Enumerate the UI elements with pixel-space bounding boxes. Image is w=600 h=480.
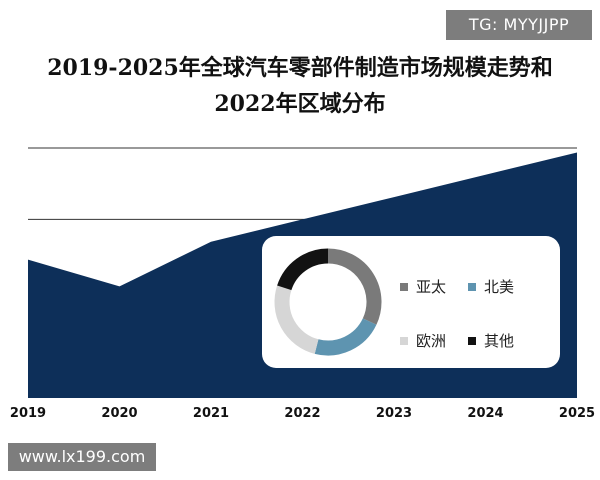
legend-swatch-europe xyxy=(400,337,408,345)
donut-slice-2 xyxy=(274,285,319,354)
donut-slice-1 xyxy=(314,318,377,356)
tg-watermark: TG: MYYJJPP xyxy=(446,10,592,40)
x-tick-label-2021: 2021 xyxy=(193,406,229,421)
x-tick-label-2022: 2022 xyxy=(284,406,320,421)
x-tick-label-2019: 2019 xyxy=(10,406,46,421)
chart-title: 2019-2025年全球汽车零部件制造市场规模走势和 2022年区域分布 xyxy=(0,50,600,122)
chart-title-line-1: 2019-2025年全球汽车零部件制造市场规模走势和 xyxy=(47,55,553,81)
legend-label-europe: 欧洲 xyxy=(416,332,447,350)
x-tick-label-2020: 2020 xyxy=(101,406,137,421)
legend-item-north-america: 北美 xyxy=(468,276,514,297)
donut-slice-3 xyxy=(277,248,329,291)
donut-slice-0 xyxy=(327,248,382,325)
site-watermark: www.lx199.com xyxy=(8,443,156,471)
x-tick-label-2024: 2024 xyxy=(467,406,503,421)
legend-label-north-america: 北美 xyxy=(484,278,515,296)
legend-item-europe: 欧洲 xyxy=(400,330,446,351)
region-distribution-panel: 亚太 北美 欧洲 其他 xyxy=(262,236,560,368)
legend-swatch-north-america xyxy=(468,283,476,291)
legend-swatch-other xyxy=(468,337,476,345)
x-tick-label-2025: 2025 xyxy=(559,406,595,421)
x-axis-ticks: 2019 2020 2021 2022 2023 2024 2025 xyxy=(10,406,595,421)
legend-label-other: 其他 xyxy=(484,332,515,350)
legend-item-other: 其他 xyxy=(468,330,514,351)
x-tick-label-2023: 2023 xyxy=(376,406,412,421)
region-donut-chart xyxy=(274,248,382,356)
legend-label-asia-pacific: 亚太 xyxy=(416,278,447,296)
chart-title-line-2: 2022年区域分布 xyxy=(214,91,386,117)
legend-swatch-asia-pacific xyxy=(400,283,408,291)
legend-item-asia-pacific: 亚太 xyxy=(400,276,446,297)
